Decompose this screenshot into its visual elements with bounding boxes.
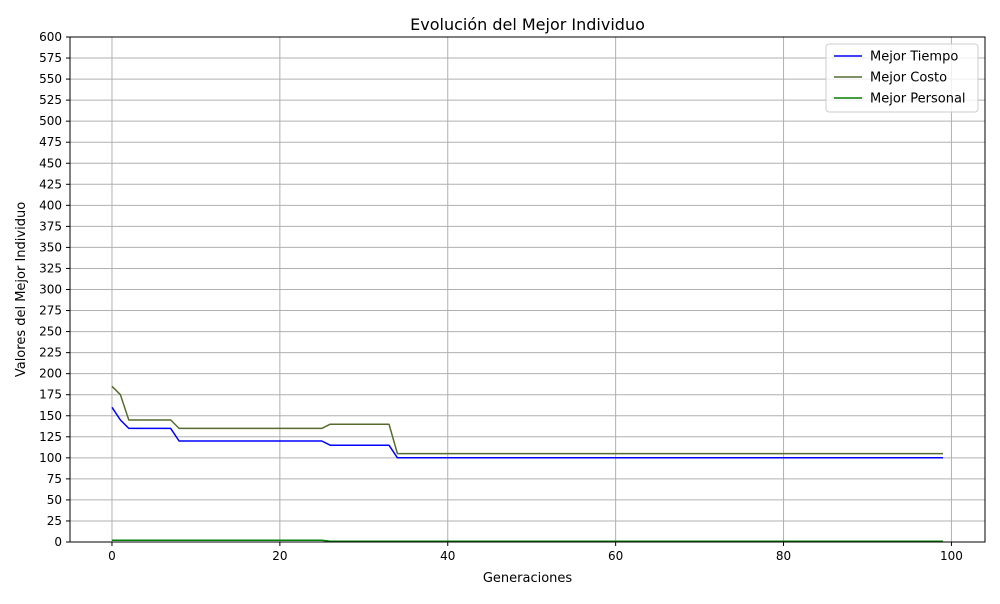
y-tick-label: 375 [39, 219, 62, 233]
y-tick-label: 425 [39, 177, 62, 191]
y-tick-label: 0 [54, 535, 62, 549]
y-tick-label: 600 [39, 30, 62, 44]
legend-label: Mejor Tiempo [870, 50, 958, 65]
legend-box [825, 43, 979, 113]
y-tick-label: 50 [47, 493, 62, 507]
series-line-2 [111, 385, 943, 455]
series-lines [111, 385, 943, 542]
y-tick-label: 475 [39, 135, 62, 149]
y-tick-label: 25 [47, 514, 62, 528]
legend-label: Mejor Personal [870, 92, 966, 107]
x-tick-label: 80 [776, 549, 791, 563]
chart-title: Evolución del Mejor Individuo [410, 15, 645, 34]
y-tick-label: 275 [39, 304, 62, 318]
y-tick-label: 150 [39, 409, 62, 423]
x-axis-label: Generaciones [483, 571, 573, 586]
y-tick-label: 325 [39, 261, 62, 275]
y-tick-label: 575 [39, 51, 62, 65]
series-line-1 [111, 406, 943, 459]
x-tick-label: 20 [272, 549, 287, 563]
x-tick-label: 0 [108, 549, 116, 563]
y-tick-label: 525 [39, 93, 62, 107]
y-tick-label: 500 [39, 114, 62, 128]
legend: Mejor Tiempo Mejor Costo Mejor Personal [825, 43, 979, 113]
y-tick-label: 225 [39, 346, 62, 360]
y-tick-label: 550 [39, 72, 62, 86]
x-tick-label: 40 [440, 549, 455, 563]
y-axis: 0 25 50 75 100 125 150 175 200 225 250 275 300 325 350… [39, 30, 70, 549]
y-tick-label: 350 [39, 240, 62, 254]
y-tick-label: 175 [39, 388, 62, 402]
legend-label: Mejor Costo [870, 71, 947, 86]
x-tick-label: 100 [940, 549, 963, 563]
y-tick-label: 250 [39, 325, 62, 339]
series-line-3 [112, 539, 943, 542]
y-tick-label: 400 [39, 198, 62, 212]
y-tick-label: 200 [39, 367, 62, 381]
x-axis: 0 20 40 60 80 100 [108, 542, 963, 563]
y-axis-label: Valores del Mejor Individuo [14, 202, 29, 377]
x-tick-label: 60 [608, 549, 623, 563]
y-tick-label: 100 [39, 451, 62, 465]
y-tick-label: 300 [39, 283, 62, 297]
y-tick-label: 450 [39, 156, 62, 170]
y-tick-label: 125 [39, 430, 62, 444]
y-tick-label: 75 [47, 472, 62, 486]
